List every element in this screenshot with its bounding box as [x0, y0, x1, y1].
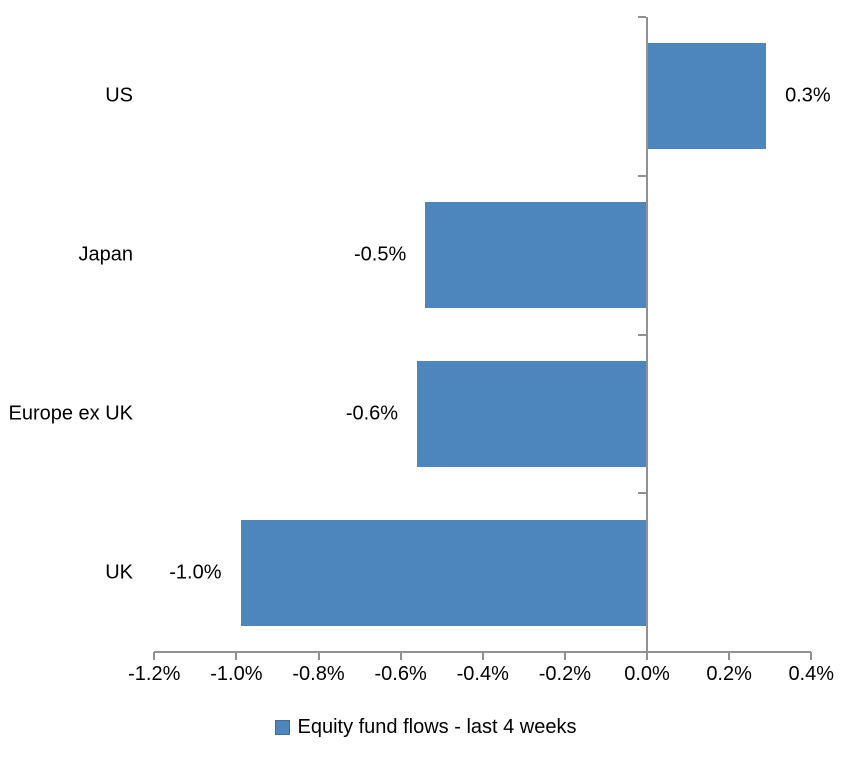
x-axis-tick	[317, 652, 320, 660]
x-axis-tick	[153, 652, 156, 660]
bar-uk	[240, 519, 647, 626]
x-axis-tick-label: 0.4%	[788, 663, 835, 685]
legend: Equity fund flows - last 4 weeks	[0, 716, 852, 739]
x-axis-tick-label: -1.0%	[210, 663, 263, 685]
x-axis-tick-label: 0.2%	[706, 663, 752, 685]
x-axis-tick	[481, 652, 484, 660]
bar-japan	[425, 202, 647, 309]
data-label: -0.6%	[345, 402, 399, 425]
bar-europe-ex-uk	[417, 360, 647, 467]
data-label: 0.3%	[785, 84, 831, 107]
data-label: -1.0%	[169, 561, 222, 584]
x-axis-tick-label: -0.8%	[292, 663, 345, 685]
x-axis-tick	[646, 652, 648, 660]
y-axis-tick	[638, 492, 646, 495]
x-axis-tick-label: -0.2%	[538, 663, 591, 685]
bar-us	[647, 43, 767, 150]
x-axis-tick	[563, 652, 566, 660]
x-axis-tick	[235, 652, 238, 660]
y-axis-tick	[638, 333, 646, 336]
x-axis-tick	[399, 652, 402, 660]
y-axis-tick	[638, 16, 646, 18]
x-axis-tick-label: 0.0%	[624, 663, 670, 685]
x-axis-tick-label: -0.6%	[374, 663, 427, 685]
legend-label: Equity fund flows - last 4 weeks	[297, 716, 577, 738]
category-label: Europe ex UK	[8, 402, 133, 425]
legend-marker-icon	[275, 720, 291, 735]
category-label: US	[105, 84, 133, 107]
x-axis-tick	[728, 652, 731, 660]
category-label: Japan	[78, 243, 134, 266]
category-label: UK	[105, 561, 133, 584]
x-axis-tick-label: -1.2%	[128, 663, 181, 685]
y-axis-tick	[638, 174, 646, 177]
data-label: -0.5%	[354, 243, 407, 266]
x-axis-tick	[810, 652, 813, 660]
y-axis-tick	[638, 651, 646, 653]
x-axis-tick-label: -0.4%	[456, 663, 509, 685]
y-axis-line	[646, 17, 648, 660]
